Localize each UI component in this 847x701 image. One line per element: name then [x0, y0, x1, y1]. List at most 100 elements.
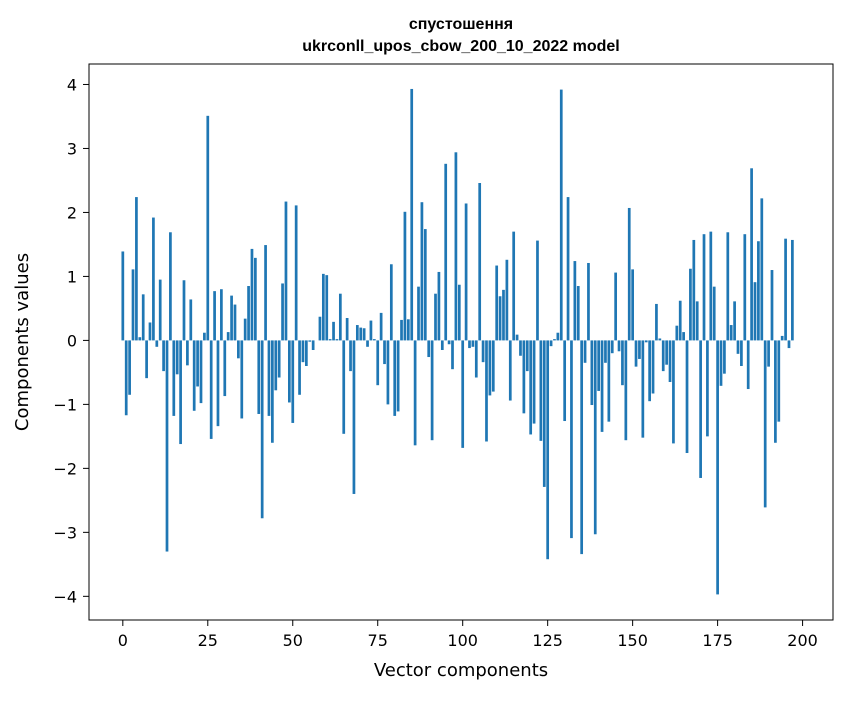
bar-132: [570, 340, 573, 538]
bar-97: [451, 340, 454, 369]
bar-161: [669, 340, 672, 382]
bar-12: [162, 340, 165, 371]
bar-102: [468, 340, 471, 348]
bar-16: [176, 340, 179, 374]
x-tick-label-175: 175: [702, 631, 733, 650]
bar-43: [268, 340, 271, 415]
chart-title-line1: спустошення: [409, 16, 513, 33]
bar-6: [142, 294, 145, 340]
bar-174: [713, 287, 716, 341]
bar-113: [506, 260, 509, 341]
bar-138: [590, 340, 593, 405]
bar-36: [244, 319, 247, 341]
bar-27: [213, 291, 216, 340]
bar-153: [641, 340, 644, 437]
bar-115: [512, 232, 515, 341]
bar-0: [121, 251, 124, 340]
bar-58: [319, 317, 322, 341]
bar-83: [404, 212, 407, 341]
bar-85: [410, 89, 413, 340]
y-tick-label-2: 2: [67, 203, 77, 222]
bar-173: [709, 232, 712, 341]
bar-80: [393, 340, 396, 415]
bar-178: [726, 232, 729, 340]
bar-30: [223, 340, 226, 396]
chart-title-line2: ukrconll_upos_cbow_200_10_2022 model: [302, 38, 619, 55]
y-tick-label-1: 1: [67, 267, 77, 286]
bar-22: [196, 340, 199, 386]
bar-53: [302, 340, 305, 362]
bar-104: [475, 340, 478, 377]
x-tick-label-125: 125: [532, 631, 563, 650]
bar-72: [366, 340, 369, 346]
bar-126: [550, 340, 553, 346]
bar-26: [210, 340, 213, 439]
y-tick-label-0: 0: [67, 331, 77, 350]
bar-193: [777, 340, 780, 421]
bar-21: [193, 340, 196, 410]
bar-190: [767, 340, 770, 366]
bar-35: [240, 340, 243, 418]
bar-45: [274, 340, 277, 390]
bar-48: [285, 202, 288, 341]
bar-197: [791, 240, 794, 340]
bar-130: [563, 340, 566, 421]
bar-55: [308, 340, 311, 341]
bar-8: [149, 322, 152, 340]
bar-185: [750, 168, 753, 340]
bar-47: [281, 283, 284, 340]
bar-171: [703, 234, 706, 340]
bar-4: [135, 197, 138, 340]
bar-73: [370, 321, 373, 341]
bar-56: [312, 340, 315, 350]
bar-125: [546, 340, 549, 559]
x-tick-label-150: 150: [617, 631, 648, 650]
bar-61: [329, 339, 332, 340]
bar-106: [482, 340, 485, 362]
bar-194: [781, 336, 784, 340]
bar-25: [206, 116, 209, 341]
bar-156: [652, 340, 655, 393]
bar-13: [166, 340, 169, 551]
bar-129: [560, 90, 563, 341]
bar-32: [230, 296, 233, 341]
bar-120: [529, 340, 532, 434]
bar-109: [492, 340, 495, 391]
bar-37: [247, 286, 250, 340]
bar-188: [760, 198, 763, 340]
bar-84: [407, 319, 410, 340]
bar-123: [540, 340, 543, 440]
bar-42: [264, 245, 267, 340]
bar-17: [179, 340, 182, 444]
bar-114: [509, 340, 512, 400]
bar-20: [189, 299, 192, 340]
bar-54: [305, 340, 308, 366]
bar-82: [400, 320, 403, 340]
bar-18: [183, 280, 186, 340]
bar-2: [128, 340, 131, 394]
bar-143: [607, 340, 610, 421]
bar-88: [421, 202, 424, 340]
bar-51: [295, 205, 298, 340]
bar-168: [692, 240, 695, 340]
bar-117: [519, 340, 522, 355]
bar-169: [696, 301, 699, 340]
y-axis-label: Components values: [12, 253, 33, 431]
bar-19: [186, 340, 189, 365]
bar-77: [383, 340, 386, 364]
bar-135: [580, 340, 583, 554]
bar-180: [733, 301, 736, 340]
bar-196: [788, 340, 791, 348]
bar-124: [543, 340, 546, 487]
bar-46: [278, 340, 281, 377]
bar-152: [638, 340, 641, 359]
bar-34: [237, 340, 240, 358]
bar-7: [145, 340, 148, 378]
bar-122: [536, 241, 539, 341]
bar-155: [648, 340, 651, 401]
bar-189: [764, 340, 767, 507]
bar-78: [387, 340, 390, 404]
bar-65: [342, 340, 345, 433]
